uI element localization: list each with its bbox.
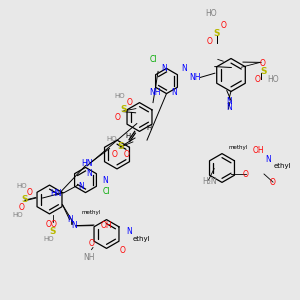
Text: S: S (260, 67, 267, 76)
Text: HO: HO (43, 236, 54, 242)
Text: NH: NH (150, 88, 161, 97)
Text: S: S (49, 227, 56, 236)
Text: O: O (119, 246, 125, 255)
Text: HO: HO (114, 93, 125, 99)
Text: OH: OH (252, 146, 264, 155)
Text: O: O (207, 38, 213, 46)
Text: H₂N: H₂N (203, 177, 217, 186)
Text: NH: NH (190, 74, 201, 82)
Text: N: N (226, 103, 232, 112)
Text: Cl: Cl (103, 187, 110, 196)
Text: HO: HO (13, 212, 23, 218)
Text: O: O (89, 239, 95, 248)
Text: N: N (171, 88, 177, 97)
Text: N: N (86, 169, 92, 178)
Text: S: S (120, 105, 127, 114)
Text: O: O (254, 75, 260, 84)
Text: S: S (22, 195, 28, 204)
Text: N: N (266, 154, 272, 164)
Text: ethyl: ethyl (273, 163, 291, 169)
Text: OH: OH (101, 220, 112, 230)
Text: S: S (117, 142, 124, 151)
Text: HO: HO (206, 9, 217, 18)
Text: ethyl: ethyl (132, 236, 150, 242)
Text: N: N (161, 64, 167, 73)
Text: O: O (19, 203, 25, 212)
Text: NH: NH (84, 253, 95, 262)
Text: methyl: methyl (229, 145, 248, 149)
Text: O: O (260, 58, 266, 68)
Text: O: O (27, 188, 33, 197)
Text: methyl: methyl (81, 210, 101, 215)
Text: O: O (220, 21, 226, 30)
Text: H: H (146, 125, 152, 131)
Text: N: N (126, 227, 132, 236)
Text: H: H (126, 133, 131, 139)
Text: N: N (71, 221, 77, 230)
Text: HN: HN (51, 189, 62, 198)
Text: O: O (50, 220, 56, 229)
Text: O: O (270, 178, 276, 187)
Text: O: O (112, 150, 118, 159)
Text: HO: HO (267, 75, 279, 84)
Text: N: N (67, 215, 73, 224)
Text: N: N (226, 97, 232, 106)
Text: N: N (79, 182, 85, 191)
Text: O: O (127, 98, 133, 107)
Text: N: N (102, 176, 108, 185)
Text: Cl: Cl (149, 56, 157, 64)
Text: O: O (242, 170, 248, 179)
Text: N: N (181, 64, 187, 73)
Text: O: O (46, 220, 52, 229)
Text: HN: HN (81, 159, 93, 168)
Text: S: S (213, 29, 220, 38)
Text: HO: HO (16, 183, 27, 189)
Text: HO: HO (106, 136, 117, 142)
Text: O: O (114, 113, 120, 122)
Text: O: O (124, 150, 130, 159)
